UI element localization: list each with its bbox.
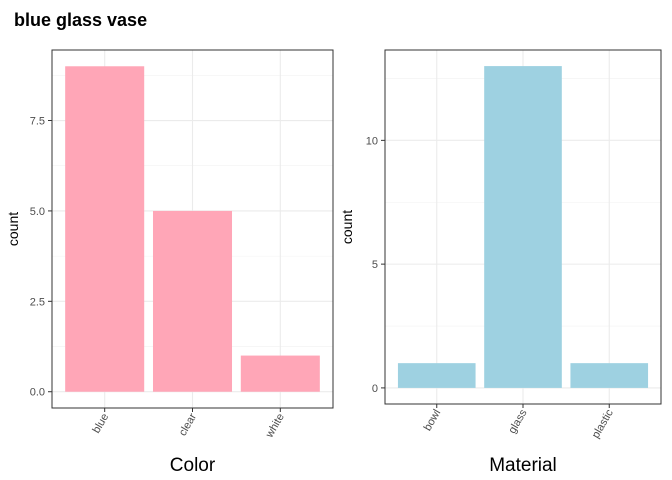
y-axis-title: count	[5, 212, 21, 246]
x-tick-label: clear	[177, 411, 199, 438]
y-tick-label: 5	[372, 259, 378, 271]
bar-blue	[65, 66, 145, 392]
y-tick-label: 10	[366, 135, 378, 147]
bar-glass	[484, 66, 562, 388]
y-tick-label: 2.5	[30, 296, 45, 308]
x-tick-label: glass	[506, 407, 529, 436]
bar-plastic	[570, 363, 649, 388]
y-axis-title: count	[339, 210, 355, 244]
bar-bowl	[397, 363, 476, 388]
y-tick-label: 5.0	[30, 206, 45, 218]
x-axis-title: Material	[489, 455, 557, 476]
x-tick-label: white	[263, 412, 287, 441]
chart-panel-2: 0 5 10 bowl glass plastic count Material	[339, 49, 662, 476]
x-tick-label: blue	[90, 412, 111, 436]
x-tick-label: bowl	[422, 408, 444, 434]
chart-title: blue glass vase	[14, 10, 148, 30]
chart-panel-1: 0.0 2.5 5.0 7.5 blue clear white count Color	[5, 49, 334, 476]
bar-clear	[152, 210, 233, 392]
bar-white	[240, 355, 320, 392]
y-tick-label: 7.5	[30, 116, 45, 128]
y-tick-label: 0	[372, 383, 378, 395]
x-axis-title: Color	[170, 455, 216, 476]
x-tick-label: plastic	[590, 407, 616, 440]
y-tick-label: 0.0	[30, 387, 45, 399]
